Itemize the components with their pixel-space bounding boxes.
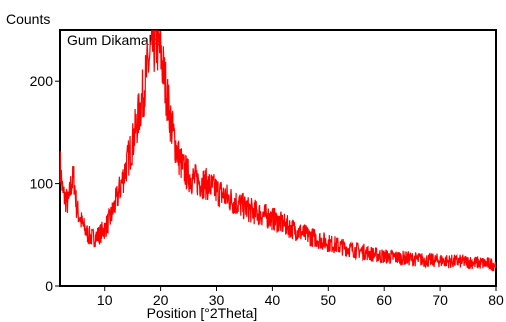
x-tick-label: 40 <box>265 292 281 308</box>
y-tick-label: 100 <box>30 176 54 192</box>
x-tick-label: 70 <box>432 292 448 308</box>
sample-label: Gum Dikamalls <box>67 32 162 48</box>
x-tick-label: 60 <box>376 292 392 308</box>
plot-frame <box>59 29 497 287</box>
x-tick-label: 80 <box>488 292 504 308</box>
x-tick-label: 10 <box>97 292 113 308</box>
x-tick-label: 30 <box>209 292 225 308</box>
y-tick-label: 200 <box>30 73 54 89</box>
x-tick-label: 20 <box>153 292 169 308</box>
series-line <box>59 30 497 272</box>
y-axis-label: Counts <box>6 11 50 27</box>
y-tick-label: 0 <box>45 278 53 294</box>
x-tick-label: 50 <box>321 292 337 308</box>
x-axis-label: Position [°2Theta] <box>147 305 258 321</box>
